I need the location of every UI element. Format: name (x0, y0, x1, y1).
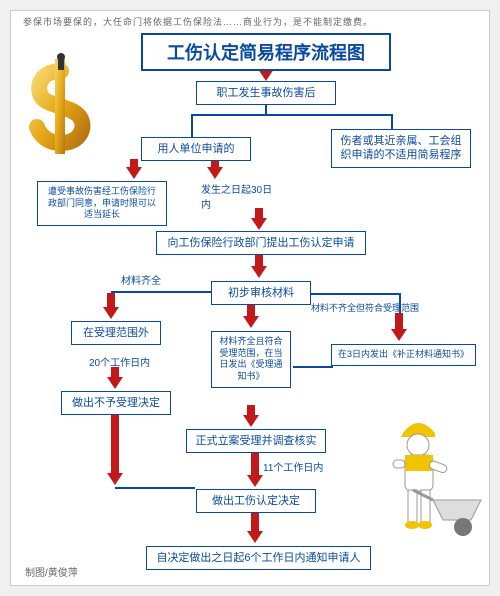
construction-worker-icon (363, 405, 483, 555)
node-extend: 遭受事故伤害经工伤保险行政部门同意，申请时限可以适当延长 (37, 181, 167, 226)
node-investigate: 正式立案受理并调查核实 (186, 429, 326, 453)
node-notify: 自决定做出之日起6个工作日内通知申请人 (146, 546, 371, 570)
dollar-sign-decoration (11, 51, 131, 171)
header-left: 参保市场要保的，大任命门将依据工伤保险法……商业行为，是不能制定缴费。 (23, 15, 373, 28)
line (293, 366, 333, 368)
ann-complete: 材料齐全 (121, 272, 161, 287)
ann-30days: 发生之日起30日内 (201, 181, 281, 211)
node-employer-apply: 用人单位申请的 (141, 137, 251, 161)
credit-text: 制图/黄俊萍 (25, 564, 78, 579)
flowchart-title: 工伤认定简易程序流程图 (141, 33, 391, 71)
node-review: 初步审核材料 (211, 281, 311, 305)
frame: 参保市场要保的，大任命门将依据工伤保险法……商业行为，是不能制定缴费。 工伤认定… (10, 10, 490, 586)
ann-incomplete: 材料不齐全但符合受理范围 (311, 301, 419, 314)
line (265, 104, 267, 114)
ann-20days: 20个工作日内 (89, 354, 150, 369)
ann-11days: 11个工作日内 (263, 459, 323, 474)
line (191, 114, 391, 116)
line (111, 291, 211, 293)
node-submit: 向工伤保险行政部门提出工伤认定申请 (156, 231, 366, 255)
node-outscope: 在受理范围外 (71, 321, 161, 345)
node-incident: 职工发生事故伤害后 (196, 81, 336, 105)
node-self-apply: 伤者或其近亲属、工会组织申请的不适用简易程序 (331, 129, 471, 168)
node-reject: 做出不予受理决定 (61, 391, 171, 415)
line (115, 487, 195, 489)
line (191, 114, 193, 137)
line (311, 293, 401, 295)
node-accept-notice: 材料齐全且符合受理范围，在当日发出《受理通知书》 (211, 331, 291, 388)
line (391, 114, 393, 130)
node-decision: 做出工伤认定决定 (196, 489, 316, 513)
node-correction-notice: 在3日内发出《补正材料通知书》 (331, 344, 476, 366)
